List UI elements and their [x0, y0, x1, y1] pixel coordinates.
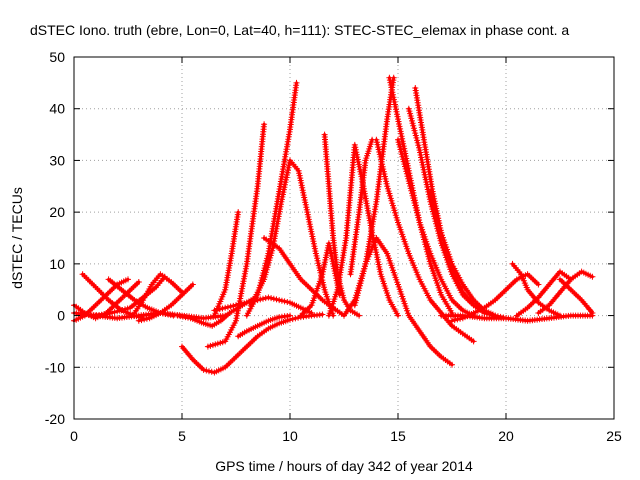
series-markers — [557, 276, 596, 316]
series-arc-21 — [347, 136, 376, 278]
series-arc-30 — [509, 260, 563, 319]
plot-frame — [73, 56, 615, 420]
series-markers — [179, 311, 326, 376]
series-markers — [373, 136, 477, 345]
series-arc-15 — [235, 312, 293, 340]
y-axis-label: dSTEC / TECUs — [9, 187, 25, 289]
series-markers — [351, 74, 397, 309]
series-markers — [427, 188, 488, 316]
series-arc-07 — [131, 271, 185, 316]
y-tick-label: 20 — [49, 204, 65, 220]
y-tick-label: -10 — [45, 359, 65, 375]
y-tick-label: 50 — [49, 49, 65, 65]
x-tick-label: 20 — [498, 428, 514, 444]
series-arc-26 — [405, 105, 509, 322]
x-tick-label: 25 — [606, 428, 622, 444]
x-tick-label: 10 — [282, 428, 298, 444]
series-arc-23 — [373, 136, 477, 345]
series-line — [133, 272, 184, 315]
series-arc-31 — [513, 268, 574, 319]
series-arc-35 — [71, 310, 229, 322]
series-arc-33 — [557, 276, 596, 316]
axes: 0 5 10 15 20 25 -20 -10 0 10 20 30 40 50 — [45, 49, 622, 444]
y-tick-label: 10 — [49, 256, 65, 272]
series-arc-09 — [179, 311, 326, 376]
x-tick-label: 15 — [390, 428, 406, 444]
series-arc-25 — [395, 136, 477, 319]
y-tick-label: 30 — [49, 152, 65, 168]
series-markers — [248, 157, 337, 319]
series-arc-34 — [438, 312, 596, 324]
data-series — [71, 74, 596, 376]
series-markers — [261, 235, 347, 319]
x-tick-label: 5 — [178, 428, 186, 444]
y-tick-label: 0 — [57, 308, 65, 324]
y-tick-label: -20 — [45, 411, 65, 427]
series-markers — [513, 268, 574, 319]
series-arc-14 — [211, 294, 315, 316]
series-arc-11 — [211, 209, 242, 319]
x-axis-label: GPS time / hours of day 342 of year 2014 — [215, 458, 473, 474]
series-markers — [211, 294, 315, 316]
series-markers — [235, 312, 293, 340]
series-arc-10 — [204, 121, 268, 350]
series-arc-12 — [243, 79, 300, 319]
series-markers — [347, 136, 376, 278]
series-arc-22 — [351, 74, 397, 309]
series-markers — [509, 260, 563, 319]
series-markers — [395, 136, 477, 319]
chart-title: dSTEC Iono. truth (ebre, Lon=0, Lat=40, … — [30, 22, 569, 38]
series-markers — [438, 312, 596, 324]
series-markers — [131, 271, 185, 316]
series-markers — [204, 121, 268, 350]
y-tick-label: 40 — [49, 101, 65, 117]
series-markers — [405, 105, 509, 322]
series-arc-28 — [427, 188, 488, 316]
x-tick-label: 0 — [70, 428, 78, 444]
